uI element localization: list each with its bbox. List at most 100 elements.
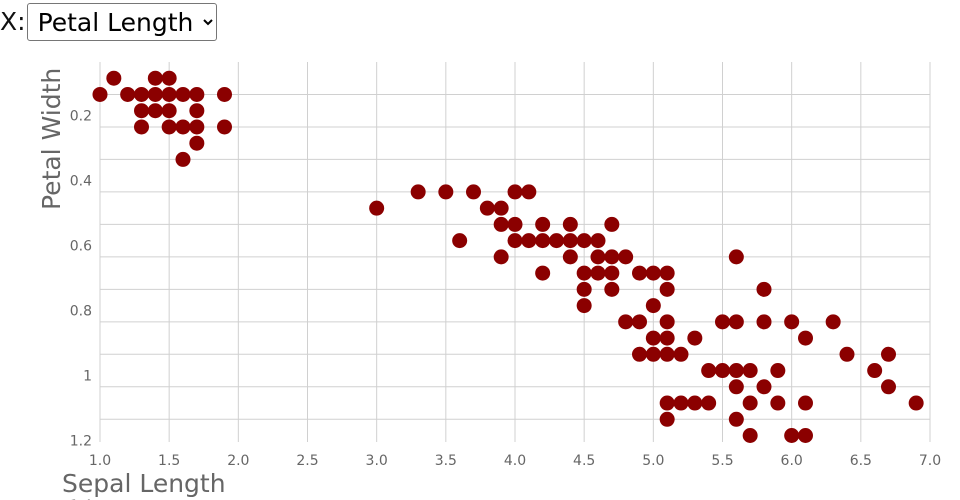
data-point (175, 86, 191, 102)
data-point (161, 70, 177, 86)
data-point (632, 346, 647, 362)
data-point (742, 395, 758, 411)
data-point (92, 86, 108, 102)
x-tick-label: 2.0 (227, 453, 249, 469)
data-point (147, 86, 163, 102)
data-point (493, 200, 509, 216)
data-point (645, 265, 661, 281)
x-tick-label: 5.0 (642, 453, 664, 469)
data-point (535, 216, 551, 232)
data-point (535, 233, 551, 249)
x-control: X: Petal Length (0, 2, 217, 42)
data-point (825, 314, 841, 330)
data-point (106, 70, 122, 86)
data-point (562, 233, 578, 249)
data-point (604, 216, 620, 232)
data-point (452, 233, 468, 249)
data-point (881, 379, 896, 395)
data-point (479, 200, 495, 216)
data-point (618, 314, 634, 330)
data-point (673, 395, 689, 411)
data-point (576, 281, 592, 297)
data-point (134, 86, 149, 102)
data-point (562, 216, 578, 232)
data-point (687, 330, 703, 346)
data-point (645, 330, 661, 346)
data-point (507, 184, 523, 200)
x-tick-label: 4.0 (504, 453, 526, 469)
data-point (493, 249, 509, 265)
x-tick-label: 3.5 (435, 453, 457, 469)
data-point (175, 151, 191, 167)
x-axis-selector-label: X: (0, 7, 26, 36)
data-point (410, 184, 426, 200)
data-point (673, 346, 689, 362)
x-tick-label: 1.5 (158, 453, 180, 469)
data-point (466, 184, 481, 200)
data-point (798, 395, 813, 411)
data-point (576, 233, 592, 249)
data-point (590, 265, 606, 281)
data-point (576, 265, 592, 281)
data-point (798, 330, 813, 346)
data-point (770, 395, 786, 411)
data-point (701, 395, 717, 411)
data-point (521, 184, 537, 200)
data-point (161, 119, 177, 135)
data-point (756, 379, 772, 395)
data-point (770, 363, 786, 379)
data-point (161, 103, 177, 119)
data-point (881, 346, 896, 362)
x-tick-label: 2.5 (296, 453, 318, 469)
data-point (604, 265, 620, 281)
y-tick-label: 1.4 (70, 498, 92, 500)
data-point (645, 298, 661, 314)
data-point (189, 103, 205, 119)
data-point (521, 233, 537, 249)
data-point (728, 379, 744, 395)
data-point (728, 314, 744, 330)
data-point (604, 249, 620, 265)
x-tick-label: 5.5 (711, 453, 733, 469)
data-point (175, 119, 191, 135)
data-point (659, 281, 675, 297)
y-axis-title: Petal Width (37, 68, 66, 210)
data-point (549, 233, 564, 249)
x-tick-label: 6.0 (781, 453, 803, 469)
x-axis-select[interactable]: Petal Length (26, 3, 217, 41)
data-point (659, 411, 675, 427)
data-point (632, 314, 647, 330)
y-tick-label: 0.4 (70, 173, 92, 189)
data-point (839, 346, 855, 362)
data-point (659, 330, 675, 346)
data-point (562, 249, 578, 265)
data-point (134, 103, 149, 119)
data-point (742, 428, 758, 444)
data-point (120, 86, 136, 102)
data-point (369, 200, 385, 216)
data-point (189, 135, 205, 151)
data-point (618, 249, 634, 265)
data-point (728, 411, 744, 427)
data-point (701, 363, 717, 379)
data-point (784, 428, 800, 444)
data-point (189, 119, 205, 135)
data-point (161, 86, 177, 102)
data-point (576, 298, 592, 314)
data-point (659, 314, 675, 330)
x-tick-label: 7.0 (919, 453, 941, 469)
y-tick-label: 1.2 (70, 433, 92, 449)
data-point (784, 314, 800, 330)
x-tick-label: 3.0 (366, 453, 388, 469)
data-point (507, 233, 523, 249)
data-point (535, 265, 551, 281)
data-point (798, 428, 813, 444)
y-tick-label: 0.2 (70, 108, 92, 124)
data-point (728, 249, 744, 265)
data-point (493, 216, 509, 232)
x-tick-label: 6.5 (850, 453, 872, 469)
data-point (645, 346, 661, 362)
data-point (147, 103, 163, 119)
data-point (217, 119, 232, 135)
